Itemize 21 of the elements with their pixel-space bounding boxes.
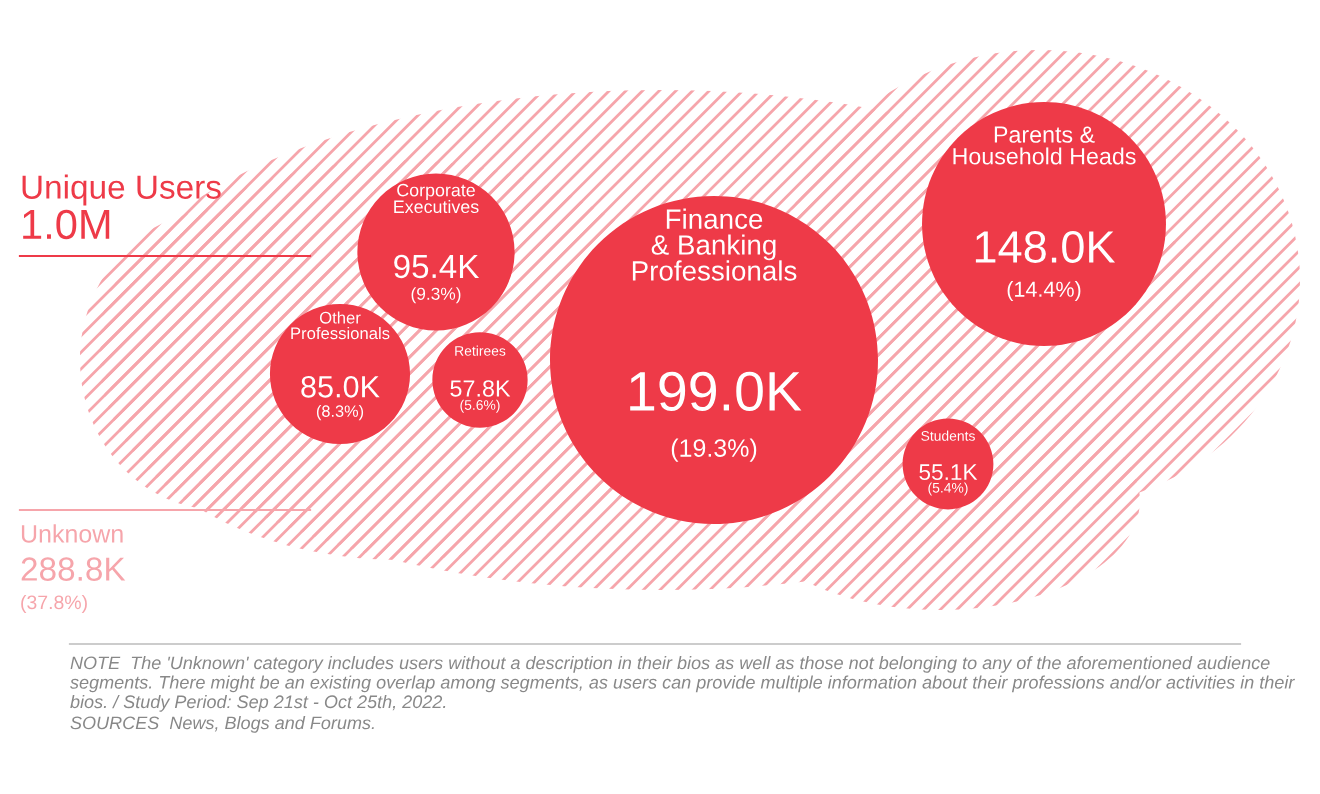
- text: 1.0M: [23, 209, 110, 240]
- category-label: Other Professionals: [291, 311, 390, 340]
- text: (37.8%): [21, 594, 87, 614]
- data-label: 57.8K: [450, 380, 511, 397]
- source-note: SOURCES News, Blogs and Forums.: [70, 716, 374, 733]
- text: (8.3%): [316, 404, 364, 421]
- text: Unique Users: [22, 174, 221, 206]
- text: (19.3%): [671, 438, 757, 462]
- data-label: 95.4K: [394, 254, 480, 279]
- text: (9.3%): [411, 287, 461, 304]
- data-label: 148.0K: [975, 230, 1116, 263]
- text: (14.4%): [1007, 281, 1081, 302]
- category-label: Corporate Executives: [394, 183, 479, 214]
- data-label: 85.0K: [301, 375, 380, 398]
- data-label: 199.0K: [630, 371, 802, 411]
- data-label: 55.1K: [919, 464, 978, 481]
- category-label: Unknown: [21, 524, 123, 543]
- text: NOTE The 'Unknown' category includes users without a description in their bios as well as those not belonging to any of the aforementioned audience segments. There might be an existing overlap among segments, as users can provide multiple information about their professions and/or activities in their bios. / Study Period: Sep 21st - Oct 25th, 2022.: [70, 656, 1295, 712]
- data-label: 288.8K: [21, 557, 126, 581]
- category-label: Finance & Banking Professionals: [632, 208, 797, 281]
- category-label: Parents & Household Heads: [953, 126, 1136, 165]
